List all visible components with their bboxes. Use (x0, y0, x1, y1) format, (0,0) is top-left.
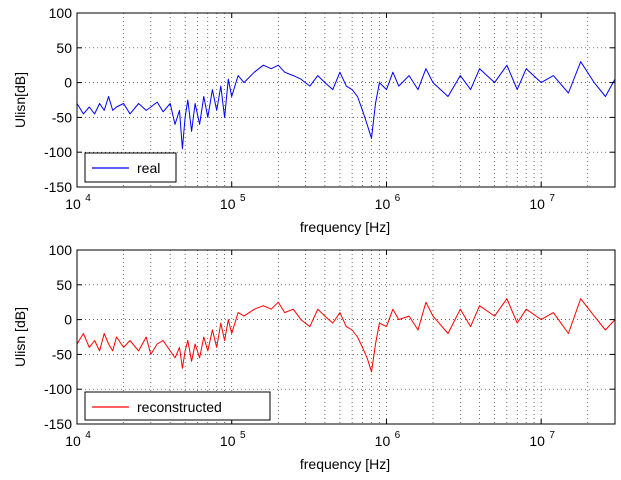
bottom-series-layer (76, 298, 616, 373)
top-xtick-label: 10 (375, 196, 391, 212)
top-ticks (76, 12, 615, 188)
top-series-layer (76, 61, 616, 150)
bottom-legend: reconstructed (84, 391, 271, 421)
bottom-ytick-label: -150 (44, 416, 72, 432)
top-legend: real (84, 152, 177, 183)
top-ytick-label: -50 (52, 109, 72, 125)
top-xtick-label: 10 (220, 196, 236, 212)
top-plot-frame (76, 12, 616, 188)
top-ytick-label: 50 (56, 40, 72, 56)
top-ytick-label: 100 (49, 5, 73, 21)
top-x-axis-label: frequency [Hz] (300, 219, 390, 235)
top-ytick-label: -150 (44, 179, 72, 195)
bottom-ytick-label: 100 (49, 242, 73, 258)
bottom-series-reconstructed (76, 298, 616, 373)
top-xtick-exponent: 7 (549, 193, 555, 204)
top-chart: 100 50 0 -50 -100 -150 10 4 10 5 10 6 10 7 frequency… (12, 5, 616, 235)
bottom-chart: 100 50 0 -50 -100 -150 10 4 10 5 10 6 10 7 frequency… (12, 242, 616, 472)
top-xtick-label: 10 (529, 196, 545, 212)
top-y-axis-label: Ulisn[dB] (12, 72, 28, 128)
top-xtick-label: 10 (65, 196, 81, 212)
top-ytick-label: 0 (64, 75, 72, 91)
top-xtick-exponent: 6 (395, 193, 401, 204)
bottom-x-axis-label: frequency [Hz] (300, 456, 390, 472)
bottom-xtick-label: 10 (220, 433, 236, 449)
top-legend-label: real (137, 160, 160, 176)
bottom-ytick-label: -50 (52, 346, 72, 362)
bottom-ytick-label: 50 (56, 277, 72, 293)
bottom-xtick-exponent: 6 (395, 430, 401, 441)
bottom-ytick-label: 0 (64, 312, 72, 328)
bottom-xtick-labels: 10 4 10 5 10 6 10 7 (65, 430, 555, 449)
bottom-legend-label: reconstructed (137, 399, 222, 415)
bottom-xtick-exponent: 7 (549, 430, 555, 441)
top-series-real (76, 61, 616, 150)
top-grid (77, 13, 615, 187)
top-xtick-labels: 10 4 10 5 10 6 10 7 (65, 193, 555, 212)
top-ytick-label: -100 (44, 144, 72, 160)
bottom-legend-box (84, 391, 271, 421)
bottom-xtick-exponent: 5 (240, 430, 246, 441)
bottom-ytick-labels: 100 50 0 -50 -100 -150 (44, 242, 72, 432)
bottom-plot-frame (76, 249, 616, 425)
bottom-xtick-exponent: 4 (85, 430, 91, 441)
top-xtick-exponent: 5 (240, 193, 246, 204)
bottom-xtick-label: 10 (65, 433, 81, 449)
top-ytick-labels: 100 50 0 -50 -100 -150 (44, 5, 72, 195)
bottom-ytick-label: -100 (44, 381, 72, 397)
bottom-xtick-label: 10 (529, 433, 545, 449)
bottom-y-axis-label: Ulisn [dB] (12, 307, 28, 367)
bottom-xtick-label: 10 (375, 433, 391, 449)
top-xtick-exponent: 4 (85, 193, 91, 204)
